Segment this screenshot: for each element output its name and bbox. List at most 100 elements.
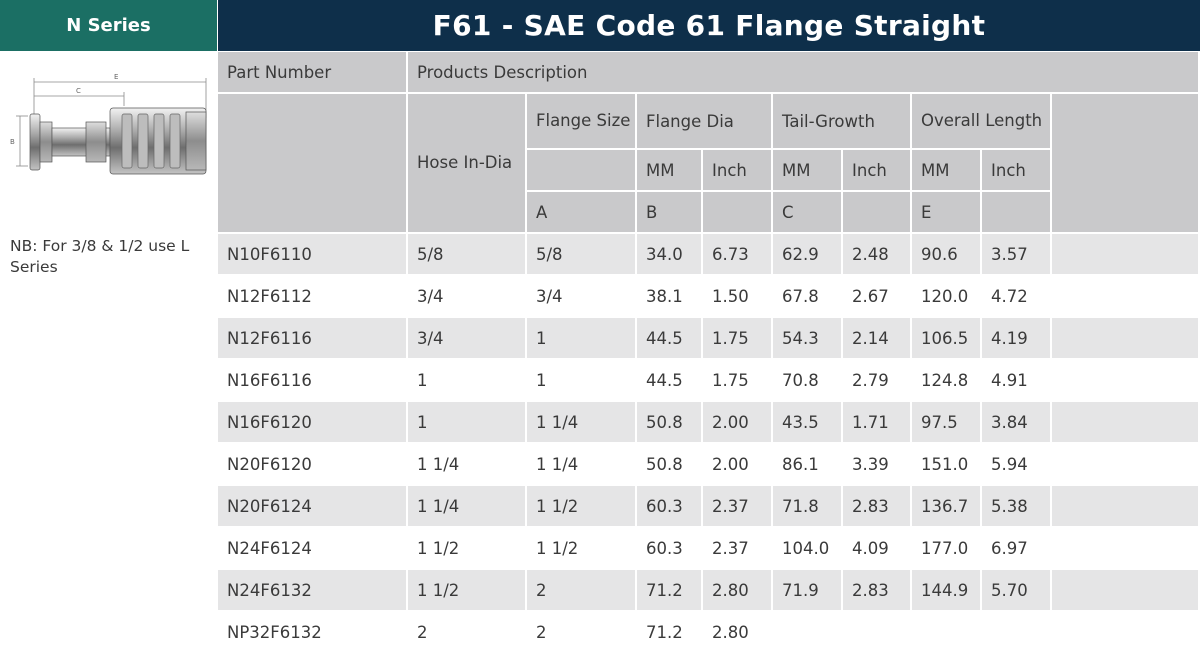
fitting-diagram: E C B: [10, 73, 207, 175]
row-filler: [1052, 234, 1200, 276]
flange-dia-inch-cell: 1.50: [703, 276, 773, 318]
tail-growth-mm-cell: 67.8: [773, 276, 843, 318]
overall-length-mm-cell: 136.7: [912, 486, 982, 528]
table-row: N24F6124 1 1/2 1 1/2 60.3 2.37 104.0 4.09 177.0…: [218, 528, 1200, 570]
header-filler: [1052, 94, 1200, 234]
hose-in-dia-cell: 2: [408, 612, 527, 654]
overall-length-mm-cell: [912, 612, 982, 654]
overall-length-mm-cell: 120.0: [912, 276, 982, 318]
flange-dia-inch-cell: 1.75: [703, 360, 773, 402]
header-hose-in-dia: Hose In-Dia: [408, 94, 527, 234]
header-tail-growth: Tail-Growth: [773, 94, 912, 150]
tail-growth-mm-cell: 70.8: [773, 360, 843, 402]
part-number-cell: N24F6132: [218, 570, 408, 612]
hose-in-dia-cell: 1 1/4: [408, 444, 527, 486]
header-blank: [982, 192, 1052, 234]
header-ref-b: B: [637, 192, 703, 234]
flange-size-cell: 1 1/2: [527, 486, 637, 528]
overall-length-mm-cell: 90.6: [912, 234, 982, 276]
part-number-cell: N20F6124: [218, 486, 408, 528]
tail-growth-mm-cell: 86.1: [773, 444, 843, 486]
flange-size-cell: 5/8: [527, 234, 637, 276]
tail-growth-inch-cell: 2.79: [843, 360, 912, 402]
header-flange-dia: Flange Dia: [637, 94, 773, 150]
flange-size-cell: 3/4: [527, 276, 637, 318]
flange-dia-mm-cell: 44.5: [637, 360, 703, 402]
header-part-number: Part Number: [218, 52, 408, 94]
flange-dia-mm-cell: 34.0: [637, 234, 703, 276]
hose-in-dia-cell: 1 1/2: [408, 570, 527, 612]
header-ref-a: A: [527, 192, 637, 234]
table-row: N12F6112 3/4 3/4 38.1 1.50 67.8 2.67 120.0 4.72: [218, 276, 1200, 318]
hose-in-dia-cell: 1 1/2: [408, 528, 527, 570]
header-inch: Inch: [843, 150, 912, 192]
table-row: N12F6116 3/4 1 44.5 1.75 54.3 2.14 106.5 4.19: [218, 318, 1200, 360]
overall-length-inch-cell: 5.94: [982, 444, 1052, 486]
flange-size-cell: 1: [527, 318, 637, 360]
hose-in-dia-cell: 5/8: [408, 234, 527, 276]
tail-growth-mm-cell: 62.9: [773, 234, 843, 276]
header-products-description: Products Description: [408, 52, 1200, 94]
dimension-b-label: B: [10, 138, 15, 146]
hose-in-dia-cell: 1: [408, 360, 527, 402]
flange-dia-inch-cell: 2.37: [703, 486, 773, 528]
flange-dia-inch-cell: 2.80: [703, 570, 773, 612]
dimension-c-label: C: [76, 87, 81, 95]
part-number-cell: N10F6110: [218, 234, 408, 276]
part-number-cell: N12F6112: [218, 276, 408, 318]
row-filler: [1052, 276, 1200, 318]
tail-growth-inch-cell: 2.14: [843, 318, 912, 360]
row-filler: [1052, 360, 1200, 402]
header-mm: MM: [912, 150, 982, 192]
header-blank: [527, 150, 637, 192]
flange-size-cell: 2: [527, 612, 637, 654]
overall-length-inch-cell: 4.19: [982, 318, 1052, 360]
tail-growth-mm-cell: 71.8: [773, 486, 843, 528]
hose-in-dia-cell: 1 1/4: [408, 486, 527, 528]
row-filler: [1052, 612, 1200, 654]
overall-length-mm-cell: 177.0: [912, 528, 982, 570]
series-tab[interactable]: N Series: [0, 0, 217, 51]
overall-length-inch-cell: [982, 612, 1052, 654]
flange-dia-inch-cell: 6.73: [703, 234, 773, 276]
overall-length-inch-cell: 3.57: [982, 234, 1052, 276]
header-ref-c: C: [773, 192, 843, 234]
flange-dia-mm-cell: 50.8: [637, 402, 703, 444]
flange-dia-mm-cell: 38.1: [637, 276, 703, 318]
tail-growth-inch-cell: 2.83: [843, 486, 912, 528]
overall-length-inch-cell: 4.91: [982, 360, 1052, 402]
table-row: N16F6116 1 1 44.5 1.75 70.8 2.79 124.8 4.91: [218, 360, 1200, 402]
flange-size-cell: 1: [527, 360, 637, 402]
tail-growth-mm-cell: [773, 612, 843, 654]
header-blank: [703, 192, 773, 234]
header-mm: MM: [637, 150, 703, 192]
part-number-cell: N16F6120: [218, 402, 408, 444]
header-ref-e: E: [912, 192, 982, 234]
flange-dia-inch-cell: 2.80: [703, 612, 773, 654]
tail-growth-inch-cell: 2.83: [843, 570, 912, 612]
flange-dia-mm-cell: 71.2: [637, 570, 703, 612]
overall-length-inch-cell: 5.70: [982, 570, 1052, 612]
row-filler: [1052, 528, 1200, 570]
overall-length-mm-cell: 151.0: [912, 444, 982, 486]
table-row: N24F6132 1 1/2 2 71.2 2.80 71.9 2.83 144.9 5.70: [218, 570, 1200, 612]
header-overall-length: Overall Length: [912, 94, 1052, 150]
tail-growth-inch-cell: 2.67: [843, 276, 912, 318]
flange-dia-inch-cell: 2.00: [703, 444, 773, 486]
flange-size-cell: 1 1/4: [527, 444, 637, 486]
part-number-cell: N12F6116: [218, 318, 408, 360]
flange-dia-mm-cell: 60.3: [637, 486, 703, 528]
header-blank: [218, 94, 408, 234]
flange-dia-mm-cell: 50.8: [637, 444, 703, 486]
table-row: N20F6120 1 1/4 1 1/4 50.8 2.00 86.1 3.39 151.0 5…: [218, 444, 1200, 486]
part-number-cell: N16F6116: [218, 360, 408, 402]
part-number-cell: NP32F6132: [218, 612, 408, 654]
tail-growth-inch-cell: 3.39: [843, 444, 912, 486]
series-note: NB: For 3/8 & 1/2 use L Series: [10, 237, 190, 276]
flange-dia-mm-cell: 60.3: [637, 528, 703, 570]
overall-length-inch-cell: 4.72: [982, 276, 1052, 318]
table-row: NP32F6132 2 2 71.2 2.80: [218, 612, 1200, 654]
header-mm: MM: [773, 150, 843, 192]
part-number-cell: N20F6120: [218, 444, 408, 486]
flange-size-cell: 2: [527, 570, 637, 612]
